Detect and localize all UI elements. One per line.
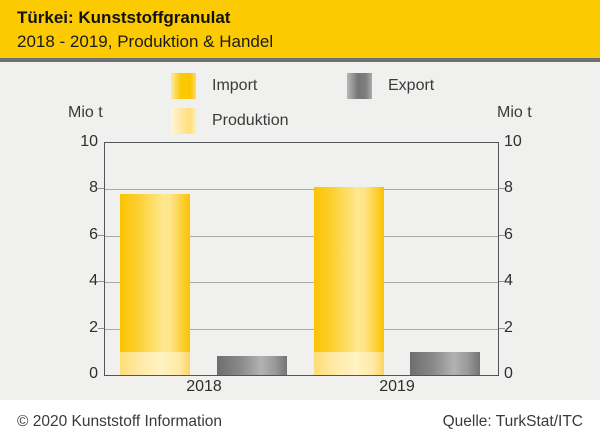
footer: © 2020 Kunststoff Information Quelle: Tu… — [0, 400, 600, 443]
bar-export-2019 — [410, 352, 480, 375]
legend-label-import: Import — [212, 77, 258, 94]
copyright-text: © 2020 Kunststoff Information — [17, 413, 223, 430]
gridline — [105, 236, 498, 237]
y-tick-mark-right — [499, 281, 505, 282]
y-tick-mark-right — [499, 328, 505, 329]
y-tick-label-right: 4 — [504, 272, 513, 289]
y-tick-label-left: 2 — [89, 319, 98, 336]
y-tick-mark-right — [499, 235, 505, 236]
bar-export-2018 — [217, 356, 287, 375]
bar-produktion-2018 — [120, 352, 190, 375]
y-tick-label-left: 6 — [89, 226, 98, 243]
y-tick-label-left: 10 — [80, 133, 98, 150]
y-tick-mark-left — [98, 281, 104, 282]
gridline — [105, 329, 498, 330]
y-tick-mark-left — [98, 188, 104, 189]
y-tick-label-right: 0 — [504, 365, 513, 382]
bar-produktion-2019 — [314, 352, 384, 375]
x-axis-label-2018: 2018 — [186, 378, 222, 395]
legend-swatch-produktion — [171, 108, 196, 134]
source-text: Quelle: TurkStat/ITC — [442, 413, 583, 430]
y-tick-label-right: 10 — [504, 133, 522, 150]
y-tick-mark-left — [98, 235, 104, 236]
y-axis-unit-left: Mio t — [68, 104, 103, 121]
x-axis-label-2019: 2019 — [379, 378, 415, 395]
y-tick-mark-left — [98, 328, 104, 329]
legend-label-export: Export — [388, 77, 435, 94]
legend-label-produktion: Produktion — [212, 112, 289, 129]
y-tick-label-right: 2 — [504, 319, 513, 336]
y-tick-label-left: 8 — [89, 179, 98, 196]
gridline — [105, 189, 498, 190]
plot-area — [104, 142, 499, 376]
bar-import-2018 — [120, 194, 190, 352]
legend-swatch-import — [171, 73, 196, 99]
legend-swatch-export — [347, 73, 372, 99]
y-tick-label-right: 6 — [504, 226, 513, 243]
y-tick-mark-right — [499, 188, 505, 189]
y-tick-label-left: 4 — [89, 272, 98, 289]
bar-import-2019 — [314, 187, 384, 352]
y-axis-unit-right: Mio t — [497, 104, 532, 121]
y-tick-label-right: 8 — [504, 179, 513, 196]
page-subtitle: 2018 - 2019, Produktion & Handel — [17, 32, 274, 51]
chart-region: Import Export Produktion Mio t Mio t 0 0 2… — [0, 62, 600, 400]
gridline — [105, 282, 498, 283]
y-tick-label-left: 0 — [89, 365, 98, 382]
header-divider — [0, 58, 600, 62]
page-title: Türkei: Kunststoffgranulat — [17, 8, 231, 27]
header: Türkei: Kunststoffgranulat 2018 - 2019, … — [0, 0, 600, 58]
